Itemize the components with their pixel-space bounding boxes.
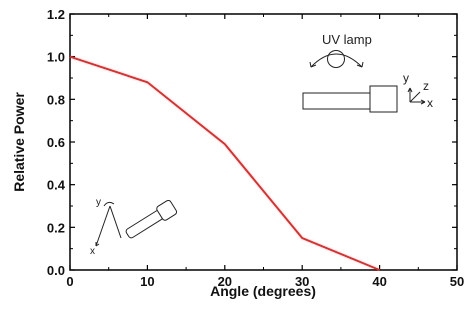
axes-icon-right: y z x [403,71,433,110]
series-line [70,57,380,270]
y-tick-label: 0.0 [47,263,65,278]
x-axis-title: Angle (degrees) [210,283,316,299]
y-tick-label: 0.2 [47,220,65,235]
y-tick-label: 0.4 [47,178,66,193]
y-axis-ticks: 0.0 0.2 0.4 0.6 0.8 1.0 1.2 [47,7,457,278]
y-tick-label: 0.6 [47,135,65,150]
tilted-lamp-diagram: y x [90,197,178,257]
lamp-circle [328,51,345,68]
y-tick-label: 1.0 [47,50,65,65]
uv-lamp-diagram: UV lamp y z x [303,32,433,112]
y-tick-label: 0.8 [47,92,65,107]
x-tick-label: 40 [372,274,386,289]
x-tick-label: 50 [450,274,464,289]
axis-x-label-left: x [90,246,95,257]
y-axis-title: Relative Power [11,92,27,192]
axis-z-label-right: z [423,79,429,93]
y-tick-label: 1.2 [47,7,65,22]
tilted-tube [125,209,164,239]
axis-x-label-right: x [427,96,433,110]
axis-y-label-left: y [96,197,101,208]
x-tick-label: 10 [140,274,154,289]
lamp-head [370,86,397,112]
uv-lamp-label: UV lamp [322,32,372,47]
x-axis-ticks: 0 10 20 30 40 50 [66,14,464,289]
axis-y-label-right: y [403,71,409,85]
lamp-tube [303,93,370,109]
x-tick-label: 0 [66,274,73,289]
series-group [70,57,380,270]
